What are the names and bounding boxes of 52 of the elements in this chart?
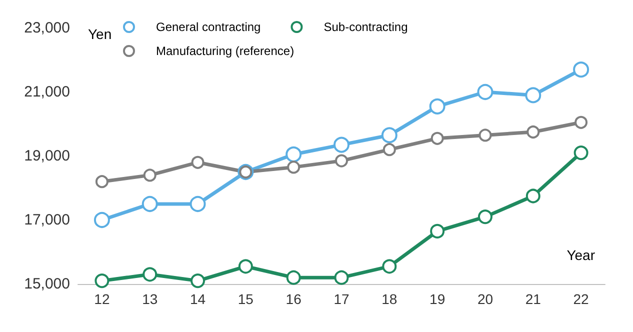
x-tick-label: 22: [573, 291, 590, 307]
y-tick-label: 15,000: [24, 276, 70, 292]
point: [430, 224, 445, 238]
point: [286, 270, 301, 285]
point: [526, 188, 540, 204]
x-tick-label: 16: [286, 291, 302, 307]
point: [526, 126, 540, 138]
point: [381, 127, 398, 144]
point: [143, 168, 156, 182]
x-tick-label: 13: [142, 291, 158, 307]
point: [525, 87, 542, 104]
x-tick-label: 18: [382, 291, 398, 307]
legend-label: Sub-contracting: [324, 20, 408, 34]
point: [335, 154, 348, 168]
point: [478, 210, 492, 224]
x-tick-label: 21: [525, 291, 542, 307]
point: [94, 274, 110, 288]
legend-label: General contracting: [156, 20, 261, 34]
point: [382, 143, 396, 156]
point: [430, 132, 444, 145]
point: [95, 175, 108, 188]
x-tick-label: 20: [477, 291, 494, 307]
legend-label: Manufacturing (reference): [156, 44, 294, 58]
point: [478, 128, 492, 142]
y-tick-label: 17,000: [24, 212, 70, 228]
x-tick-label: 17: [334, 291, 350, 307]
y-tick-label: 23,000: [24, 20, 70, 36]
point: [94, 212, 110, 228]
y-tick-label: 21,000: [24, 84, 70, 100]
point: [334, 270, 349, 285]
point: [334, 136, 350, 153]
point: [190, 196, 206, 212]
x-tick-label: 12: [94, 291, 110, 307]
point: [238, 259, 253, 274]
x-tick-label: 19: [430, 291, 446, 307]
point: [287, 160, 300, 174]
point: [574, 146, 588, 160]
point: [382, 259, 397, 274]
point: [429, 98, 446, 114]
point: [190, 274, 206, 288]
y-tick-label: 19,000: [24, 148, 70, 164]
point: [477, 84, 494, 100]
point: [142, 267, 158, 282]
point: [573, 62, 590, 78]
point: [574, 116, 588, 129]
x-tick-label: 14: [190, 291, 206, 307]
point: [142, 196, 158, 212]
point: [286, 146, 302, 162]
x-axis-title: Year: [566, 247, 596, 263]
x-tick-label: 15: [238, 291, 254, 307]
point: [191, 156, 204, 169]
y-axis-title: Yen: [88, 26, 112, 42]
